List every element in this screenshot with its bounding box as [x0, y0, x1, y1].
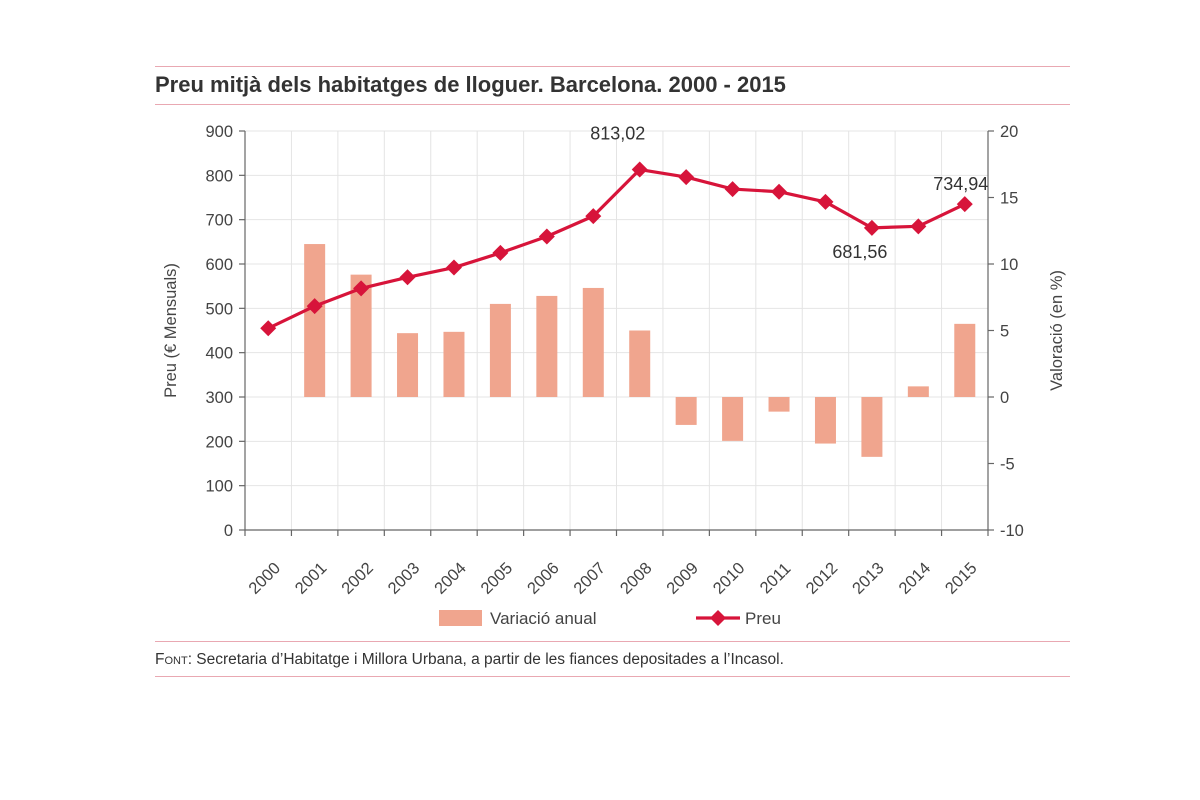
x-tick-label-2005: 2005 — [478, 559, 517, 598]
point-preu-2011 — [771, 183, 788, 200]
left-tick-label: 900 — [205, 123, 233, 141]
right-tick-label: 15 — [1000, 190, 1018, 208]
bar-variacio-2008 — [629, 330, 651, 397]
left-axis-title: Preu (€ Mensuals) — [162, 263, 180, 398]
x-tick-label-2006: 2006 — [524, 559, 563, 598]
point-preu-2006 — [538, 228, 555, 245]
bar-variacio-2013 — [861, 397, 883, 457]
point-preu-2002 — [353, 280, 370, 297]
right-tick-label: 0 — [1000, 389, 1009, 407]
bar-variacio-2004 — [443, 331, 465, 397]
x-tick-label-2011: 2011 — [757, 560, 795, 598]
left-tick-label: 300 — [205, 389, 233, 407]
point-preu-2004 — [445, 259, 462, 276]
left-tick-label: 600 — [205, 256, 233, 274]
legend: Variació anual Preu — [439, 609, 781, 628]
x-tick-label-2004: 2004 — [431, 559, 470, 598]
point-preu-2014 — [910, 218, 927, 235]
bar-variacio-2002 — [350, 274, 372, 397]
right-tick-label: 10 — [1000, 256, 1018, 274]
point-preu-2008 — [631, 161, 648, 178]
x-tick-label-2015: 2015 — [942, 559, 981, 598]
title-top-rule — [155, 66, 1070, 67]
right-tick-label: 20 — [1000, 123, 1018, 141]
bar-variacio-2012 — [814, 397, 836, 444]
bar-variacio-2010 — [722, 397, 744, 441]
point-preu-2000 — [260, 320, 277, 337]
x-tick-label-2009: 2009 — [663, 559, 702, 598]
point-preu-2013 — [863, 219, 880, 236]
point-preu-2003 — [399, 269, 416, 286]
source-note: Font: Secretaria d’Habitatge i Millora U… — [155, 651, 784, 669]
bar-variacio-2009 — [675, 397, 697, 425]
source-label: Font — [155, 651, 188, 668]
data-label-2015: 734,94 — [933, 174, 988, 194]
left-tick-label: 400 — [205, 345, 233, 363]
point-preu-2009 — [678, 169, 695, 186]
right-tick-label: -10 — [1000, 522, 1024, 540]
x-tick-label-2013: 2013 — [849, 559, 888, 598]
x-tick-label-2012: 2012 — [803, 559, 842, 598]
x-tick-label-2007: 2007 — [570, 559, 609, 598]
left-tick-label: 0 — [224, 522, 233, 540]
bar-variacio-2001 — [304, 244, 326, 397]
left-tick-label: 800 — [205, 167, 233, 185]
data-label-2013: 681,56 — [832, 242, 887, 262]
x-tick-label-2000: 2000 — [245, 559, 284, 598]
left-tick-label: 700 — [205, 212, 233, 230]
point-preu-2012 — [817, 193, 834, 210]
point-preu-2001 — [306, 298, 323, 315]
bar-variacio-2011 — [768, 397, 790, 412]
point-preu-2007 — [585, 208, 602, 225]
right-tick-label: 5 — [1000, 323, 1009, 341]
title-bottom-rule — [155, 104, 1070, 105]
x-tick-label-2002: 2002 — [338, 559, 377, 598]
bar-variacio-2014 — [907, 386, 929, 397]
source-bottom-rule — [155, 676, 1070, 677]
bar-variacio-2006 — [536, 295, 558, 397]
left-tick-label: 200 — [205, 433, 233, 451]
legend-swatch-variacio — [439, 610, 482, 626]
right-tick-label: -5 — [1000, 456, 1015, 474]
bar-variacio-2007 — [582, 287, 604, 397]
source-top-rule — [155, 641, 1070, 642]
chart-title: Preu mitjà dels habitatges de lloguer. B… — [155, 72, 786, 97]
x-tick-label-2008: 2008 — [617, 559, 656, 598]
labels: 813,02 681,56 734,94 — [590, 124, 988, 262]
source-text: : Secretaria d’Habitatge i Millora Urban… — [187, 651, 784, 668]
point-preu-2005 — [492, 244, 509, 261]
left-tick-label: 100 — [205, 478, 233, 496]
x-tick-label-2003: 2003 — [385, 559, 424, 598]
x-tick-label-2001: 2001 — [292, 559, 331, 598]
legend-marker-preu — [710, 610, 726, 626]
x-tick-label-2014: 2014 — [895, 559, 934, 598]
left-tick-label: 500 — [205, 300, 233, 318]
bar-variacio-2005 — [489, 303, 511, 397]
data-label-2008: 813,02 — [590, 124, 645, 144]
point-preu-2010 — [724, 181, 741, 198]
legend-label-variacio: Variació anual — [490, 609, 596, 628]
bar-variacio-2015 — [954, 323, 976, 397]
x-tick-label-2010: 2010 — [710, 559, 749, 598]
legend-label-preu: Preu — [745, 609, 781, 628]
line-series — [260, 161, 973, 337]
line-preu — [267, 167, 966, 330]
bar-variacio-2003 — [397, 333, 419, 397]
point-preu-2015 — [956, 196, 973, 213]
bar-series — [304, 244, 976, 457]
right-axis-title: Valoració (en %) — [1048, 270, 1066, 391]
